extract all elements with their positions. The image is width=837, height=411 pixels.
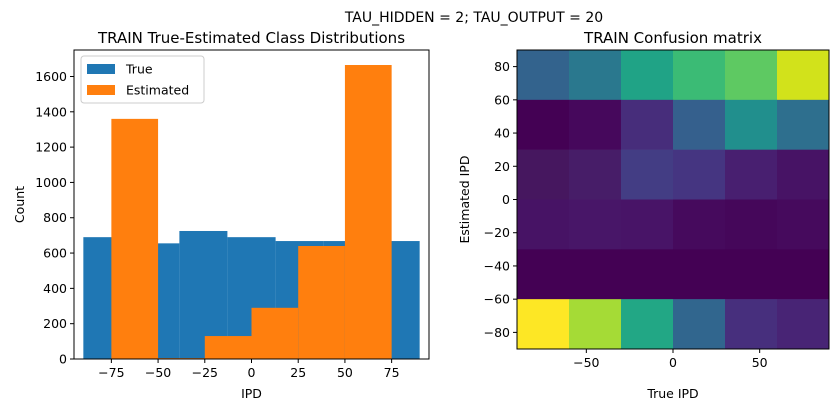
heatmap-cell-r2-c5 (725, 99, 778, 150)
y-tick-label: 400 (43, 281, 67, 296)
y-tick-label: 200 (43, 316, 67, 331)
y-tick-label: −80 (484, 325, 510, 340)
histogram-axes: −75 −50 −25 0 25 50 75 0 200 400 600 800 1000 1200 140… (12, 29, 430, 401)
x-tick-label: 50 (752, 355, 768, 370)
estimated-bar-6 (344, 65, 392, 359)
x-tick-label: −25 (192, 365, 218, 380)
heatmap-cell-r3-c2 (569, 149, 622, 200)
legend-label-true: True (125, 62, 153, 77)
histogram-ylabel: Count (12, 186, 27, 223)
heatmap-cell-r5-c1 (517, 249, 570, 300)
heatmap-cell-r4-c5 (725, 199, 778, 250)
estimated-bar-4 (251, 307, 299, 359)
y-tick-label: 60 (494, 92, 510, 107)
legend-label-estimated: Estimated (126, 83, 189, 98)
x-tick-label: 75 (384, 365, 400, 380)
y-tick-label: 20 (494, 159, 510, 174)
heatmap-cell-r5-c4 (673, 249, 726, 300)
histogram-title: TRAIN True-Estimated Class Distributions (97, 29, 405, 47)
heatmap-cell-r3-c5 (725, 149, 778, 200)
x-tick-label: −75 (98, 365, 124, 380)
y-tick-label: −60 (484, 292, 510, 307)
heatmap-cell-r2-c2 (569, 99, 622, 150)
heatmap-cell-r6-c2 (569, 299, 622, 350)
estimated-bar-5 (298, 245, 345, 359)
heatmap-cell-r4-c4 (673, 199, 726, 250)
x-tick-label: 0 (248, 365, 256, 380)
heatmap-cell-r3-c4 (673, 149, 726, 200)
y-tick-label: 1600 (35, 69, 67, 84)
heatmap-cell-r1-c1 (517, 50, 570, 101)
heatmap-cell-r1-c6 (777, 50, 830, 101)
legend-swatch-true (87, 64, 115, 74)
heatmap-cell-r6-c4 (673, 299, 726, 350)
heatmap-ylabel: Estimated IPD (457, 156, 472, 244)
heatmap-cell-r1-c4 (673, 50, 726, 101)
y-tick-label: 1000 (35, 175, 67, 190)
heatmap-cell-r3-c3 (621, 149, 674, 200)
heatmap-cell-r6-c1 (517, 299, 570, 350)
x-tick-label: −50 (145, 365, 171, 380)
heatmap-cell-r1-c3 (621, 50, 674, 101)
heatmap-cell-r2-c3 (621, 99, 674, 150)
y-tick-label: 40 (494, 126, 510, 141)
heatmap-cell-r5-c6 (777, 249, 830, 300)
heatmap-cell-r5-c2 (569, 249, 622, 300)
legend: True Estimated (80, 55, 205, 104)
y-tick-label: 0 (502, 192, 510, 207)
y-tick-label: 600 (43, 246, 67, 261)
heatmap-cell-r4-c6 (777, 199, 830, 250)
heatmap-cell-r5-c3 (621, 249, 674, 300)
heatmap-cell-r2-c6 (777, 99, 830, 150)
heatmap-cell-r5-c5 (725, 249, 778, 300)
legend-swatch-estimated (87, 85, 115, 95)
heatmap-cell-r3-c1 (517, 149, 570, 200)
heatmap-cell-r4-c3 (621, 199, 674, 250)
heatmap-cell-r6-c3 (621, 299, 674, 350)
figure-suptitle: TAU_HIDDEN = 2; TAU_OUTPUT = 20 (344, 10, 603, 26)
estimated-bar-3 (204, 336, 252, 359)
y-tick-label: 1200 (35, 140, 67, 155)
heatmap-cell-r2-c4 (673, 99, 726, 150)
y-tick-label: −20 (484, 225, 510, 240)
confusion-matrix-axes: −50 0 50 −80 −60 −40 −20 0 20 40 60 80 TRAIN Confusi… (457, 29, 830, 401)
heatmap-xlabel: True IPD (646, 386, 698, 401)
x-tick-label: 50 (337, 365, 353, 380)
heatmap-cell-r4-c2 (569, 199, 622, 250)
x-tick-label: 25 (290, 365, 306, 380)
x-tick-label: −50 (573, 355, 599, 370)
y-tick-label: 1400 (35, 104, 67, 119)
heatmap-cell-r2-c1 (517, 99, 570, 150)
heatmap-title: TRAIN Confusion matrix (583, 29, 762, 47)
heatmap-cell-r1-c5 (725, 50, 778, 101)
y-tick-label: 800 (43, 210, 67, 225)
estimated-bar-1 (111, 118, 159, 359)
x-tick-label: 0 (669, 355, 677, 370)
heatmap-cell-r3-c6 (777, 149, 830, 200)
heatmap-cell-r6-c6 (777, 299, 830, 350)
y-tick-label: 80 (494, 59, 510, 74)
heatmap-cell-r4-c1 (517, 199, 570, 250)
histogram-xlabel: IPD (241, 386, 262, 401)
heatmap-cell-r1-c2 (569, 50, 622, 101)
y-tick-label: 0 (59, 352, 67, 367)
y-tick-label: −40 (484, 258, 510, 273)
heatmap-cell-r6-c5 (725, 299, 778, 350)
